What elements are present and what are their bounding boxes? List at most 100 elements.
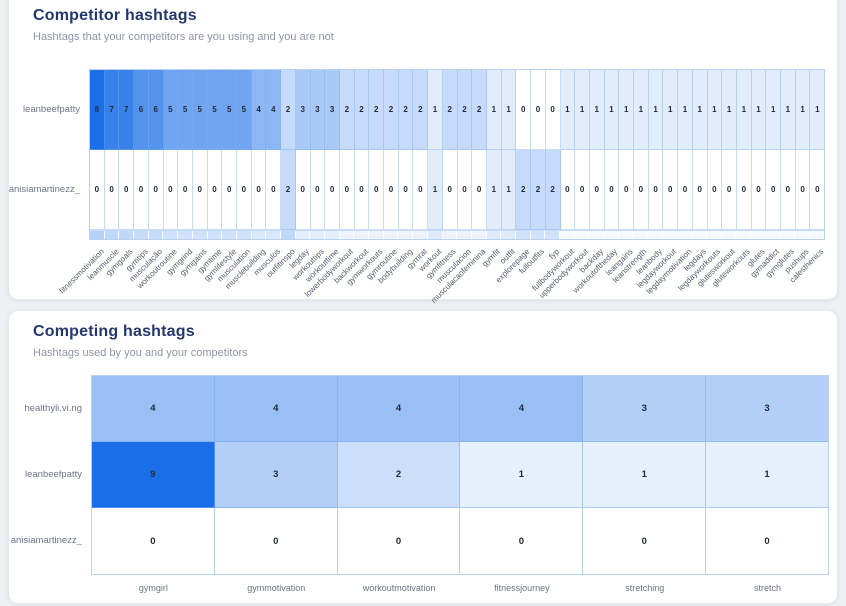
heatmap-cell[interactable]: 1 <box>706 442 828 508</box>
heatmap-cell[interactable]: 0 <box>148 150 164 230</box>
heatmap-cell[interactable]: 0 <box>751 150 767 230</box>
heatmap-cell[interactable]: 3 <box>295 70 311 150</box>
heatmap-cell[interactable]: 0 <box>222 150 238 230</box>
heatmap-cell[interactable]: 1 <box>810 70 825 150</box>
heatmap-cell[interactable]: 2 <box>339 70 355 150</box>
heatmap-cell[interactable]: 0 <box>604 150 620 230</box>
heatmap-cell[interactable]: 0 <box>442 150 458 230</box>
heatmap-cell[interactable]: 0 <box>413 150 429 230</box>
heatmap-cell[interactable]: 0 <box>545 70 561 150</box>
heatmap-cell[interactable]: 5 <box>192 70 208 150</box>
heatmap-cell[interactable]: 1 <box>428 70 443 150</box>
heatmap-cell[interactable]: 4 <box>251 70 267 150</box>
heatmap-cell[interactable]: 1 <box>486 150 502 230</box>
heatmap-cell[interactable]: 0 <box>354 150 370 230</box>
heatmap-cell[interactable]: 0 <box>398 150 414 230</box>
heatmap-cell[interactable]: 1 <box>795 70 811 150</box>
heatmap-cell[interactable]: 4 <box>266 70 282 150</box>
heatmap-cell[interactable]: 4 <box>214 376 338 442</box>
heatmap-cell[interactable]: 6 <box>134 70 149 150</box>
heatmap-cell[interactable]: 0 <box>207 150 223 230</box>
heatmap-cell[interactable]: 4 <box>92 376 215 442</box>
heatmap-cell[interactable]: 6 <box>148 70 164 150</box>
heatmap-cell[interactable]: 0 <box>178 150 193 230</box>
heatmap-cell[interactable]: 1 <box>486 70 502 150</box>
heatmap-cell[interactable]: 0 <box>104 150 120 230</box>
heatmap-cell[interactable]: 7 <box>104 70 120 150</box>
heatmap-cell[interactable]: 2 <box>413 70 429 150</box>
heatmap-cell[interactable]: 1 <box>648 70 664 150</box>
heatmap-cell[interactable]: 4 <box>337 376 461 442</box>
heatmap-cell[interactable]: 0 <box>795 150 811 230</box>
heatmap-cell[interactable]: 0 <box>339 150 355 230</box>
heatmap-cell[interactable]: 0 <box>337 508 461 574</box>
heatmap-cell[interactable]: 2 <box>516 150 532 230</box>
heatmap-cell[interactable]: 0 <box>589 150 605 230</box>
heatmap-cell[interactable]: 1 <box>501 70 517 150</box>
heatmap-cell[interactable]: 2 <box>398 70 414 150</box>
heatmap-cell[interactable]: 1 <box>575 70 590 150</box>
heatmap-cell[interactable]: 2 <box>442 70 458 150</box>
heatmap-cell[interactable]: 0 <box>369 150 385 230</box>
heatmap-cell[interactable]: 1 <box>501 150 517 230</box>
heatmap-cell[interactable]: 1 <box>460 442 584 508</box>
heatmap-cell[interactable]: 0 <box>472 150 487 230</box>
heatmap-cell[interactable]: 0 <box>237 150 252 230</box>
heatmap-cell[interactable]: 5 <box>163 70 179 150</box>
heatmap-cell[interactable]: 0 <box>460 508 584 574</box>
heatmap-cell[interactable]: 1 <box>751 70 767 150</box>
heatmap-cell[interactable]: 3 <box>325 70 340 150</box>
heatmap-cell[interactable]: 0 <box>266 150 282 230</box>
heatmap-cell[interactable]: 8 <box>90 70 105 150</box>
heatmap-cell[interactable]: 0 <box>384 150 399 230</box>
heatmap-cell[interactable]: 2 <box>281 150 296 230</box>
heatmap-cell[interactable]: 1 <box>428 150 443 230</box>
heatmap-cell[interactable]: 0 <box>575 150 590 230</box>
heatmap-cell[interactable]: 1 <box>589 70 605 150</box>
heatmap-cell[interactable]: 3 <box>214 442 338 508</box>
heatmap-cell[interactable]: 1 <box>766 70 782 150</box>
heatmap-cell[interactable]: 0 <box>119 150 135 230</box>
heatmap-cell[interactable]: 2 <box>545 150 561 230</box>
heatmap-cell[interactable]: 0 <box>663 150 679 230</box>
heatmap-cell[interactable]: 0 <box>678 150 693 230</box>
heatmap-cell[interactable]: 3 <box>583 376 707 442</box>
heatmap-cell[interactable]: 2 <box>457 70 473 150</box>
heatmap-cell[interactable]: 0 <box>163 150 179 230</box>
heatmap-cell[interactable]: 2 <box>369 70 385 150</box>
heatmap-cell[interactable]: 1 <box>781 70 796 150</box>
heatmap-cell[interactable]: 2 <box>531 150 546 230</box>
heatmap-cell[interactable]: 0 <box>192 150 208 230</box>
heatmap-cell[interactable]: 7 <box>119 70 135 150</box>
heatmap-cell[interactable]: 1 <box>736 70 752 150</box>
heatmap-cell[interactable]: 0 <box>90 150 105 230</box>
heatmap-cell[interactable]: 1 <box>707 70 723 150</box>
heatmap-cell[interactable]: 1 <box>560 70 576 150</box>
heatmap-cell[interactable]: 1 <box>663 70 679 150</box>
heatmap-cell[interactable]: 0 <box>707 150 723 230</box>
heatmap-cell[interactable]: 5 <box>178 70 193 150</box>
heatmap-cell[interactable]: 0 <box>92 508 215 574</box>
heatmap-cell[interactable]: 1 <box>722 70 737 150</box>
heatmap-cell[interactable]: 0 <box>516 70 532 150</box>
heatmap-cell[interactable]: 0 <box>251 150 267 230</box>
heatmap-cell[interactable]: 0 <box>648 150 664 230</box>
heatmap-cell[interactable]: 1 <box>583 442 707 508</box>
heatmap-cell[interactable]: 0 <box>295 150 311 230</box>
heatmap-cell[interactable]: 4 <box>460 376 584 442</box>
heatmap-cell[interactable]: 0 <box>531 70 546 150</box>
heatmap-cell[interactable]: 0 <box>310 150 326 230</box>
heatmap-cell[interactable]: 3 <box>310 70 326 150</box>
heatmap-cell[interactable]: 9 <box>92 442 215 508</box>
heatmap-cell[interactable]: 2 <box>384 70 399 150</box>
heatmap-cell[interactable]: 0 <box>634 150 649 230</box>
heatmap-cell[interactable]: 0 <box>457 150 473 230</box>
heatmap-cell[interactable]: 0 <box>325 150 340 230</box>
heatmap-cell[interactable]: 1 <box>604 70 620 150</box>
heatmap-cell[interactable]: 0 <box>766 150 782 230</box>
heatmap-cell[interactable]: 1 <box>692 70 708 150</box>
heatmap-cell[interactable]: 3 <box>706 376 828 442</box>
heatmap-cell[interactable]: 0 <box>560 150 576 230</box>
heatmap-cell[interactable]: 0 <box>692 150 708 230</box>
heatmap-cell[interactable]: 5 <box>237 70 252 150</box>
